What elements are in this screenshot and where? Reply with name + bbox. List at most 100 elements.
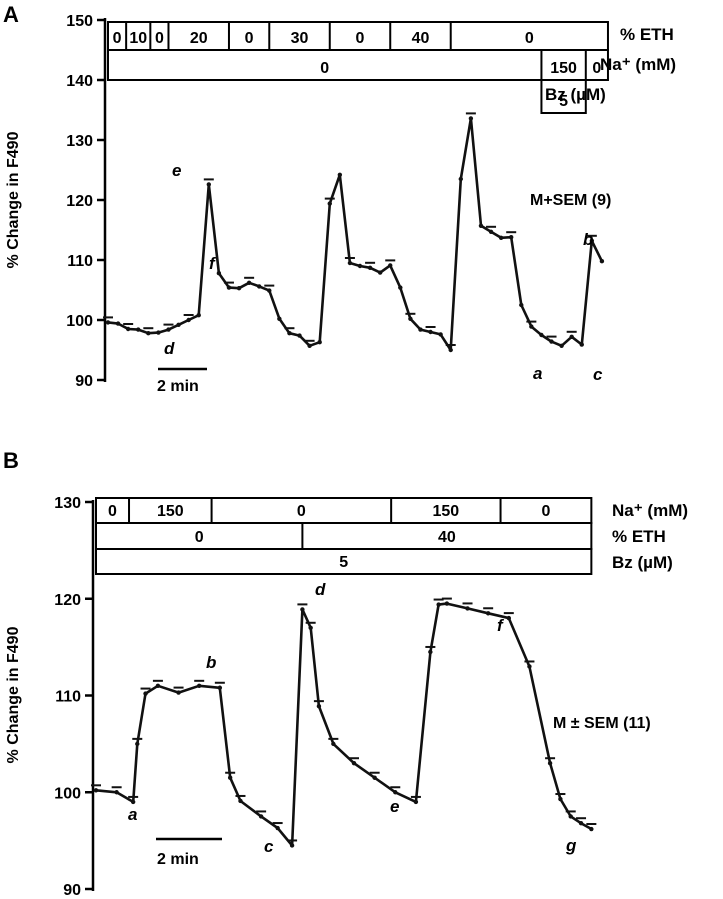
data-point xyxy=(217,685,223,690)
data-point xyxy=(216,271,222,276)
y-tick-label: 100 xyxy=(54,785,81,802)
condition-value: 0 xyxy=(245,30,254,47)
y-tick-label: 120 xyxy=(66,193,93,210)
annotation-letter: f xyxy=(497,616,505,635)
data-point xyxy=(146,331,151,336)
data-point xyxy=(478,223,484,228)
condition-value: 0 xyxy=(297,503,306,520)
data-point xyxy=(398,285,403,290)
data-point xyxy=(155,683,161,689)
data-point xyxy=(135,741,140,747)
y-tick-label: 130 xyxy=(66,133,93,150)
data-point xyxy=(317,340,322,345)
data-point xyxy=(143,691,148,696)
data-point xyxy=(444,601,450,606)
condition-value: 10 xyxy=(129,30,147,47)
data-point xyxy=(136,327,141,332)
data-point xyxy=(559,343,564,348)
data-point xyxy=(307,343,312,348)
annotation-letter: d xyxy=(315,580,326,599)
data-point xyxy=(428,329,433,335)
data-point xyxy=(438,332,443,337)
y-axis-label: % Change in F490 xyxy=(5,131,22,268)
sem-label-b: M ± SEM (11) xyxy=(553,715,651,732)
data-point xyxy=(327,201,332,206)
data-point xyxy=(176,322,181,327)
annotation-letter: b xyxy=(583,230,593,249)
y-tick-label: 90 xyxy=(63,882,81,899)
condition-value: 40 xyxy=(438,529,456,546)
y-axis-label: % Change in F490 xyxy=(5,626,22,763)
annotation-letter: a xyxy=(533,364,542,383)
data-point xyxy=(465,606,470,611)
data-point xyxy=(227,775,233,780)
data-point xyxy=(246,280,252,285)
condition-value: 5 xyxy=(339,554,348,571)
data-point xyxy=(519,302,524,308)
condition-label: Bz (µM) xyxy=(612,553,673,572)
data-point xyxy=(289,843,295,848)
scale-label-a: 2 min xyxy=(157,378,199,395)
condition-value: 20 xyxy=(190,30,208,47)
panel-b-chart: 90 100 110 120 130 % Change in F490 0 150 0 150 0 N… xyxy=(5,495,688,899)
condition-label: % ETH xyxy=(612,527,666,546)
data-point xyxy=(458,176,463,182)
data-point xyxy=(377,270,383,275)
data-point xyxy=(267,288,272,293)
data-point xyxy=(569,334,574,339)
annotation-letter: e xyxy=(172,161,181,180)
data-point xyxy=(186,317,191,323)
y-tick-label: 140 xyxy=(66,73,93,90)
data-point xyxy=(448,347,453,353)
annotation-letter: b xyxy=(206,653,216,672)
condition-value: 0 xyxy=(356,30,365,47)
data-point xyxy=(197,683,202,689)
condition-label: Na⁺ (mM) xyxy=(600,55,676,74)
data-point xyxy=(196,313,201,318)
data-point xyxy=(351,761,357,766)
data-point xyxy=(93,788,99,793)
data-point xyxy=(485,611,491,616)
condition-value: 0 xyxy=(592,60,601,77)
data-point xyxy=(206,182,211,187)
data-point xyxy=(579,342,584,347)
data-point xyxy=(238,798,243,804)
panel-label-b: B xyxy=(3,448,19,473)
data-point xyxy=(130,799,136,805)
data-point xyxy=(509,235,514,240)
series-line xyxy=(95,602,593,847)
condition-label: Na⁺ (mM) xyxy=(612,501,688,520)
condition-label: Bz (µM) xyxy=(545,85,606,104)
y-tick-label: 90 xyxy=(75,373,93,390)
data-point xyxy=(297,333,302,338)
condition-bar xyxy=(540,79,587,114)
condition-value: 150 xyxy=(432,503,459,520)
annotation-letter: c xyxy=(593,365,603,384)
data-point xyxy=(506,615,511,621)
data-point xyxy=(568,814,573,819)
data-point xyxy=(413,799,419,805)
data-point xyxy=(539,332,544,338)
y-tick-label: 150 xyxy=(66,13,93,30)
y-tick-label: 110 xyxy=(67,253,93,270)
data-point xyxy=(589,238,595,243)
condition-value: 30 xyxy=(291,30,309,47)
data-point xyxy=(105,320,111,325)
data-point xyxy=(529,324,534,329)
data-point xyxy=(468,116,474,121)
data-point xyxy=(156,330,161,335)
annotation-letter: d xyxy=(164,339,175,358)
data-point xyxy=(331,741,336,747)
condition-bar xyxy=(95,522,593,550)
condition-value: 0 xyxy=(108,503,117,520)
data-point xyxy=(308,625,313,630)
condition-value: 0 xyxy=(195,529,204,546)
data-point xyxy=(236,286,242,291)
data-point xyxy=(275,825,280,831)
condition-value: 0 xyxy=(155,30,164,47)
data-point xyxy=(547,761,553,766)
data-point xyxy=(393,790,398,795)
data-point xyxy=(428,649,433,655)
data-point xyxy=(277,316,282,321)
